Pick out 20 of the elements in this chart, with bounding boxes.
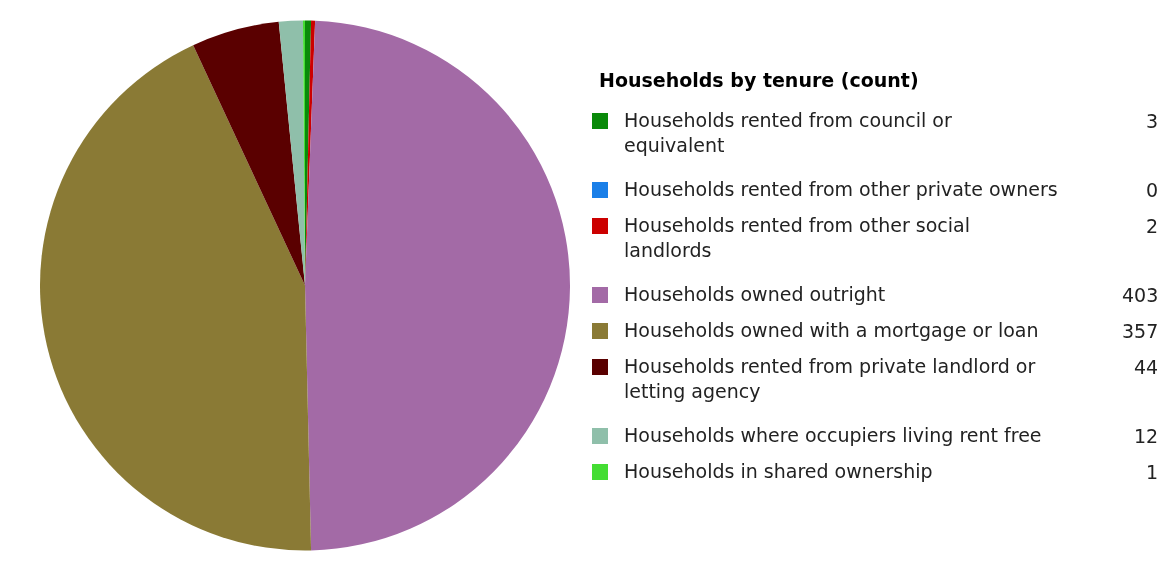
data-label: 403 bbox=[1122, 284, 1159, 306]
data-label: 357 bbox=[1122, 320, 1159, 342]
text: 0 bbox=[1146, 179, 1159, 201]
data-label: 3 bbox=[1146, 110, 1159, 132]
legend-label: Households where occupiers living rent free bbox=[624, 424, 1042, 446]
legend-label: Households rented from private landlord or letting agency bbox=[624, 355, 1036, 402]
legend-label: Households in shared ownership bbox=[624, 460, 933, 482]
legend-label: Households rented from other social landlords bbox=[624, 214, 970, 261]
data-label: 12 bbox=[1134, 425, 1159, 447]
pie-slice bbox=[305, 20, 570, 551]
legend-label: Households owned with a mortgage or loan bbox=[624, 319, 1039, 341]
data-label: 44 bbox=[1134, 356, 1159, 378]
pie-slice bbox=[193, 21, 305, 286]
legend-label: Households rented from council or equivalent bbox=[624, 109, 952, 156]
data-label: 1 bbox=[1146, 461, 1159, 483]
legend-label: Households owned outright bbox=[624, 283, 886, 305]
legend-label: Households rented from other private owners bbox=[624, 178, 1058, 200]
data-label: 2 bbox=[1146, 215, 1159, 237]
pie-slice bbox=[40, 45, 312, 551]
legend-title: Households by tenure (count) bbox=[599, 69, 919, 91]
